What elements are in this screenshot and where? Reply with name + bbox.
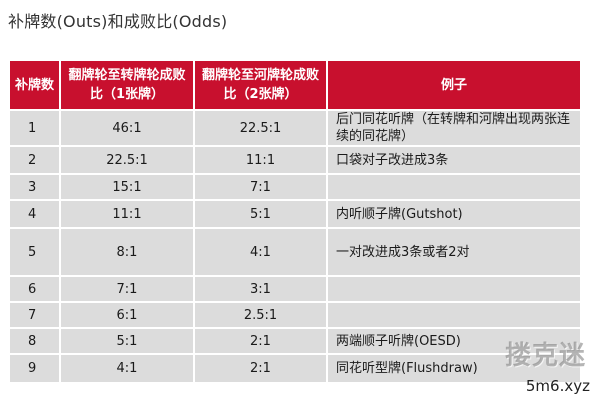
cell-outs: 2 — [10, 145, 61, 174]
cell-example — [327, 173, 580, 200]
odds-table: 补牌数 翻牌轮至转牌轮成败比（1张牌） 翻牌轮至河牌轮成败比（2张牌） 例子 1… — [10, 61, 580, 382]
table-row: 8 5:1 2:1 两端顺子听牌(OESD) — [10, 327, 580, 354]
cell-example: 后门同花听牌（在转牌和河牌出现两张连续的同花牌） — [327, 109, 580, 146]
table-row: 1 46:1 22.5:1 后门同花听牌（在转牌和河牌出现两张连续的同花牌） — [10, 109, 580, 146]
cell-odds-turn: 11:1 — [194, 145, 328, 174]
cell-example — [327, 275, 580, 302]
cell-example: 内听顺子牌(Gutshot) — [327, 199, 580, 228]
header-odds-turn: 翻牌轮至河牌轮成败比（2张牌） — [194, 61, 328, 110]
cell-outs: 1 — [10, 109, 61, 146]
cell-outs: 6 — [10, 275, 61, 302]
cell-outs: 7 — [10, 301, 61, 328]
table-row: 3 15:1 7:1 — [10, 173, 580, 200]
header-outs: 补牌数 — [10, 61, 61, 110]
header-example: 例子 — [327, 61, 580, 110]
cell-odds-flop: 6:1 — [60, 301, 195, 328]
cell-outs: 8 — [10, 327, 61, 354]
table-row: 6 7:1 3:1 — [10, 275, 580, 302]
cell-example: 同花听型牌(Flushdraw) — [327, 353, 580, 382]
header-odds-flop: 翻牌轮至转牌轮成败比（1张牌） — [60, 61, 195, 110]
cell-odds-turn: 5:1 — [194, 199, 328, 228]
cell-outs: 3 — [10, 173, 61, 200]
cell-example — [327, 301, 580, 328]
cell-odds-turn: 3:1 — [194, 275, 328, 302]
site-url: 5m6.xyz — [525, 377, 590, 395]
odds-table-container: 补牌数 翻牌轮至转牌轮成败比（1张牌） 翻牌轮至河牌轮成败比（2张牌） 例子 1… — [10, 61, 580, 382]
cell-example: 口袋对子改进成3条 — [327, 145, 580, 174]
cell-odds-turn: 22.5:1 — [194, 109, 328, 146]
table-row: 5 8:1 4:1 一对改进成3条或者2对 — [10, 227, 580, 276]
table-row: 9 4:1 2:1 同花听型牌(Flushdraw) — [10, 353, 580, 382]
table-header-row: 补牌数 翻牌轮至转牌轮成败比（1张牌） 翻牌轮至河牌轮成败比（2张牌） 例子 — [10, 61, 580, 110]
cell-odds-flop: 11:1 — [60, 199, 195, 228]
cell-example: 两端顺子听牌(OESD) — [327, 327, 580, 354]
table-row: 4 11:1 5:1 内听顺子牌(Gutshot) — [10, 199, 580, 228]
cell-odds-flop: 15:1 — [60, 173, 195, 200]
cell-odds-turn: 2:1 — [194, 353, 328, 382]
cell-odds-flop: 22.5:1 — [60, 145, 195, 174]
table-row: 7 6:1 2.5:1 — [10, 301, 580, 328]
cell-outs: 9 — [10, 353, 61, 382]
cell-outs: 4 — [10, 199, 61, 228]
cell-example: 一对改进成3条或者2对 — [327, 227, 580, 276]
cell-odds-flop: 8:1 — [60, 227, 195, 276]
cell-odds-flop: 5:1 — [60, 327, 195, 354]
cell-odds-turn: 2.5:1 — [194, 301, 328, 328]
cell-odds-flop: 46:1 — [60, 109, 195, 146]
page-title: 补牌数(Outs)和成败比(Odds) — [8, 12, 228, 31]
table-row: 2 22.5:1 11:1 口袋对子改进成3条 — [10, 145, 580, 174]
cell-odds-flop: 7:1 — [60, 275, 195, 302]
cell-outs: 5 — [10, 227, 61, 276]
cell-odds-turn: 7:1 — [194, 173, 328, 200]
cell-odds-turn: 4:1 — [194, 227, 328, 276]
cell-odds-turn: 2:1 — [194, 327, 328, 354]
cell-odds-flop: 4:1 — [60, 353, 195, 382]
watermark-logo: 搂克迷 — [504, 341, 586, 371]
